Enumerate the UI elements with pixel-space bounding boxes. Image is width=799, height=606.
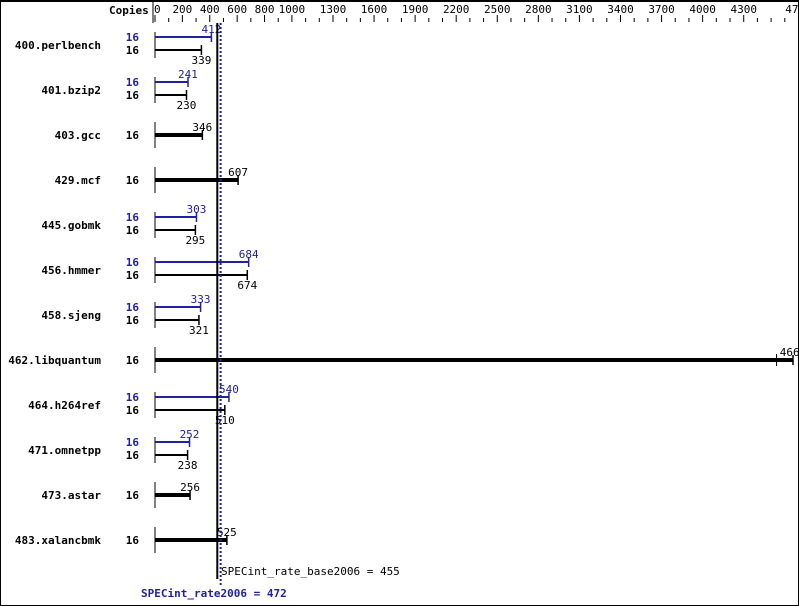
benchmark-label: 483.xalancbmk (15, 534, 101, 547)
benchmark-row-456.hmmer: 456.hmmer 684 16 674 16 (41, 248, 259, 292)
x-tick-label: 400 (200, 3, 220, 16)
base-value-label: 525 (217, 526, 237, 539)
benchmark-row-401.bzip2: 401.bzip2 241 16 230 16 (41, 68, 198, 112)
benchmark-row-471.omnetpp: 471.omnetpp 252 16 238 16 (28, 428, 199, 472)
base-value-label: 295 (185, 234, 205, 247)
base-value-label: 230 (177, 99, 197, 112)
x-tick-label: 4700 (785, 3, 798, 16)
base-value-label: 607 (228, 166, 248, 179)
benchmark-label: 456.hmmer (41, 264, 101, 277)
base-value-label: 238 (178, 459, 198, 472)
x-tick-label: 3700 (648, 3, 675, 16)
peak-copies-label: 16 (126, 256, 140, 269)
benchmark-label: 464.h264ref (28, 399, 101, 412)
base-value-label: 339 (191, 54, 211, 67)
x-tick-label: 800 (255, 3, 275, 16)
benchmark-row-473.astar: 473.astar 256 16 (41, 481, 200, 508)
x-tick-label: 0 (154, 3, 161, 16)
x-tick-label: 1000 (279, 3, 306, 16)
benchmark-row-462.libquantum: 462.libquantum 4660 16 (8, 346, 798, 373)
base-copies-label: 16 (126, 224, 140, 237)
benchmark-row-400.perlbench: 400.perlbench 412 16 339 16 (15, 23, 221, 67)
benchmark-label: 473.astar (41, 489, 101, 502)
base-copies-label: 16 (126, 174, 140, 187)
peak-copies-label: 16 (126, 76, 140, 89)
benchmark-label: 462.libquantum (8, 354, 101, 367)
base-copies-label: 16 (126, 89, 140, 102)
benchmark-label: 403.gcc (55, 129, 101, 142)
x-tick-label: 600 (227, 3, 247, 16)
base-copies-label: 16 (126, 489, 140, 502)
peak-value-label: 303 (187, 203, 207, 216)
benchmark-row-458.sjeng: 458.sjeng 333 16 321 16 (41, 293, 210, 337)
base-value-label: 4660 (780, 346, 798, 359)
benchmark-row-445.gobmk: 445.gobmk 303 16 295 16 (41, 203, 206, 247)
peak-value-label: 333 (191, 293, 211, 306)
peak-copies-label: 16 (126, 31, 140, 44)
base-value-label: 674 (237, 279, 257, 292)
base-metric-label: SPECint_rate_base2006 = 455 (221, 565, 400, 578)
x-tick-label: 200 (172, 3, 192, 16)
base-copies-label: 16 (126, 404, 140, 417)
peak-metric-label: SPECint_rate2006 = 472 (141, 587, 287, 600)
base-copies-label: 16 (126, 449, 140, 462)
benchmark-label: 401.bzip2 (41, 84, 101, 97)
x-tick-label: 2800 (525, 3, 552, 16)
base-copies-label: 16 (126, 534, 140, 547)
peak-value-label: 241 (178, 68, 198, 81)
base-copies-label: 16 (126, 269, 140, 282)
peak-value-label: 252 (180, 428, 200, 441)
base-copies-label: 16 (126, 44, 140, 57)
peak-copies-label: 16 (126, 301, 140, 314)
base-value-label: 346 (192, 121, 212, 134)
base-copies-label: 16 (126, 314, 140, 327)
benchmark-label: 429.mcf (55, 174, 101, 187)
x-tick-label: 4000 (689, 3, 716, 16)
benchmark-label: 445.gobmk (41, 219, 101, 232)
x-tick-label: 2500 (484, 3, 511, 16)
benchmark-label: 400.perlbench (15, 39, 101, 52)
x-tick-label: 1600 (361, 3, 388, 16)
x-tick-label: 4300 (730, 3, 757, 16)
benchmark-row-483.xalancbmk: 483.xalancbmk 525 16 (15, 526, 237, 553)
peak-copies-label: 16 (126, 391, 140, 404)
peak-value-label: 412 (201, 23, 221, 36)
x-tick-label: 3100 (566, 3, 593, 16)
peak-copies-label: 16 (126, 211, 140, 224)
copies-header: Copies (109, 4, 149, 17)
base-value-label: 321 (189, 324, 209, 337)
peak-value-label: 684 (239, 248, 259, 261)
peak-value-label: 540 (219, 383, 239, 396)
base-copies-label: 16 (126, 129, 140, 142)
x-tick-label: 2200 (443, 3, 470, 16)
base-copies-label: 16 (126, 354, 140, 367)
base-value-label: 256 (180, 481, 200, 494)
benchmark-row-403.gcc: 403.gcc 346 16 (55, 121, 212, 148)
x-tick-label: 1900 (402, 3, 429, 16)
benchmark-row-429.mcf: 429.mcf 607 16 (55, 166, 248, 193)
benchmark-label: 458.sjeng (41, 309, 101, 322)
benchmark-label: 471.omnetpp (28, 444, 101, 457)
x-tick-label: 1300 (320, 3, 347, 16)
peak-copies-label: 16 (126, 436, 140, 449)
x-tick-label: 3400 (607, 3, 634, 16)
